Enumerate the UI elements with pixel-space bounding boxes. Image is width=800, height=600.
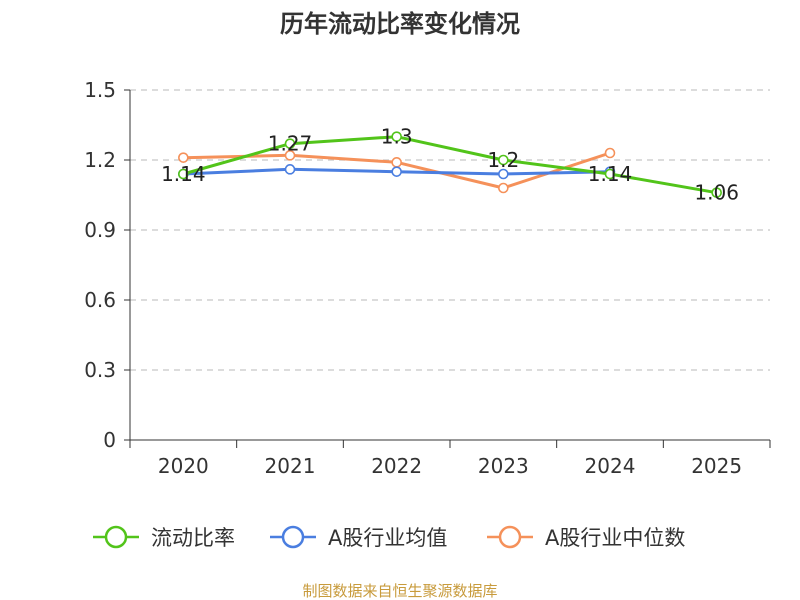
data-point-0 xyxy=(284,138,296,149)
x-tick-label: 2022 xyxy=(371,454,422,478)
data-point-1 xyxy=(284,164,296,175)
data-point-1 xyxy=(498,168,509,180)
data-label: 1.06 xyxy=(694,181,739,205)
y-tick-label: 1.5 xyxy=(84,78,116,102)
data-point-2 xyxy=(284,150,296,161)
data-label: 1.27 xyxy=(268,132,313,156)
series-group xyxy=(178,131,722,198)
data-point-2 xyxy=(391,157,402,168)
data-label: 1.2 xyxy=(487,148,519,172)
data-point-0 xyxy=(711,187,722,198)
data-point-2 xyxy=(604,147,616,159)
data-point-2 xyxy=(178,152,189,163)
grid xyxy=(130,89,770,371)
y-tick-label: 0 xyxy=(103,428,116,452)
data-point-1 xyxy=(391,166,402,177)
legend-marker xyxy=(104,525,128,549)
data-label: 1.3 xyxy=(381,125,413,149)
legend-label: A股行业中位数 xyxy=(545,526,685,550)
data-point-0 xyxy=(604,168,616,180)
source-note: 制图数据来自恒生聚源数据库 xyxy=(302,582,497,600)
data-point-0 xyxy=(391,131,402,142)
axes: 0 0.3 0.6 0.9 1.2 1.5 2020 2021 2022 2023 2024 2025 xyxy=(84,78,771,478)
y-tick-label: 0.3 xyxy=(84,358,116,382)
data-label: 1.14 xyxy=(161,162,206,186)
legend-marker xyxy=(498,525,522,549)
x-tick-label: 2020 xyxy=(158,454,209,478)
chart-title: 历年流动比率变化情况 xyxy=(280,10,520,38)
series-line-0 xyxy=(181,135,719,195)
data-point-0 xyxy=(178,168,189,180)
data-label: 1.14 xyxy=(588,162,633,186)
y-tick-label: 0.9 xyxy=(84,218,116,242)
legend-label: 流动比率 xyxy=(151,526,235,550)
data-point-0 xyxy=(498,154,509,166)
legend-marker xyxy=(281,525,305,549)
data-point-2 xyxy=(498,182,509,194)
x-tick-label: 2024 xyxy=(585,454,636,478)
y-tick-label: 0.6 xyxy=(84,288,116,312)
y-tick-label: 1.2 xyxy=(84,148,116,172)
x-tick-label: 2021 xyxy=(265,454,316,478)
x-tick-label: 2025 xyxy=(691,454,742,478)
data-labels: 1.14 1.27 1.3 1.2 1.14 1.06 xyxy=(161,125,739,205)
legend: 流动比率 A股行业均值 A股行业中位数 xyxy=(93,525,685,550)
x-tick-label: 2023 xyxy=(478,454,529,478)
legend-label: A股行业均值 xyxy=(328,526,447,550)
